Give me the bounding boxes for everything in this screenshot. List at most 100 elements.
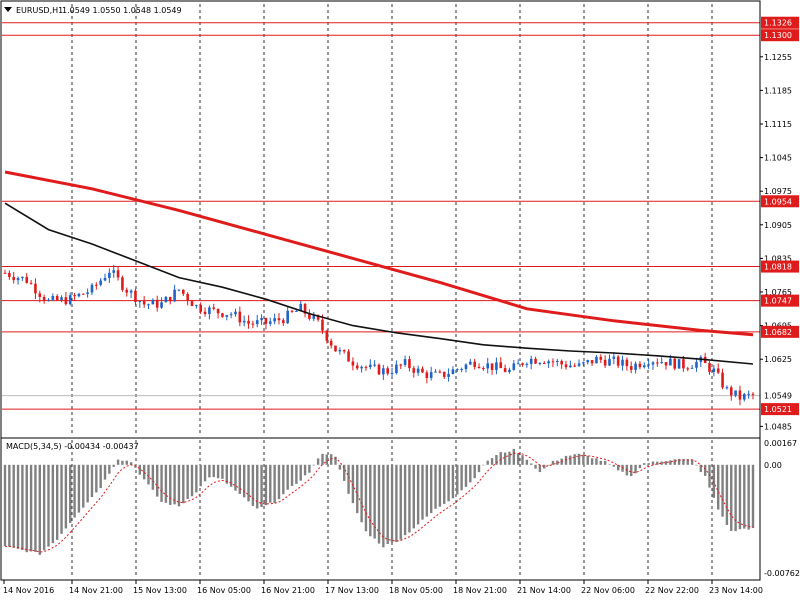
macd-bar — [656, 461, 659, 465]
macd-bar — [634, 464, 637, 474]
candle-body — [677, 359, 681, 369]
candle-body — [86, 292, 89, 294]
macd-bar — [251, 464, 255, 506]
candle-body — [734, 390, 737, 396]
macd-bar — [108, 464, 111, 474]
macd-bar — [329, 454, 333, 465]
macd-bar — [582, 454, 585, 465]
macd-bar — [238, 464, 242, 494]
price-tick-label: 1.0485 — [764, 422, 792, 431]
candle-body — [125, 289, 129, 293]
macd-bar — [490, 458, 494, 465]
candle-body — [460, 369, 463, 371]
candle-body — [495, 362, 498, 370]
macd-bar — [503, 452, 507, 465]
candle-body — [603, 359, 607, 366]
candle-body — [316, 315, 320, 320]
candle-body — [656, 362, 659, 364]
candle-body — [416, 368, 420, 373]
candle-body — [595, 356, 598, 364]
price-tick-label: 1.1255 — [764, 53, 792, 62]
candle-body — [225, 315, 229, 317]
macd-bar — [403, 464, 407, 536]
candle-body — [556, 360, 559, 363]
candle-body — [234, 311, 237, 315]
macd-tick-label: 0.00 — [764, 461, 782, 470]
candle-body — [216, 308, 220, 314]
macd-bar — [360, 464, 363, 523]
macd-bar — [477, 464, 481, 473]
candle-body — [573, 365, 576, 367]
candle-body — [360, 366, 363, 369]
candle-body — [695, 361, 698, 368]
candle-body — [325, 330, 329, 341]
macd-bar — [682, 459, 685, 465]
collapse-triangle-icon[interactable] — [4, 7, 12, 12]
level-label: 1.0954 — [764, 197, 792, 206]
candle-body — [190, 300, 194, 307]
macd-bar — [456, 464, 459, 495]
current-price-label: 1.0549 — [764, 392, 792, 401]
candle-body — [642, 365, 646, 368]
macd-bar — [621, 464, 624, 472]
candle-body — [621, 359, 624, 366]
candle-body — [629, 366, 633, 370]
macd-bar — [16, 464, 20, 549]
candle-body — [168, 296, 172, 302]
level-label: 1.1300 — [764, 31, 792, 40]
level-label: 1.0521 — [764, 405, 792, 414]
macd-bar — [747, 464, 750, 530]
macd-tick-label: -0.00762 — [764, 569, 800, 578]
macd-bar — [60, 464, 63, 534]
level-badge — [761, 195, 799, 208]
candle-body — [264, 318, 268, 324]
macd-bar — [677, 458, 681, 465]
candle-body — [612, 356, 616, 359]
macd-bar — [638, 464, 642, 469]
macd-bar — [69, 464, 72, 523]
candle-body — [238, 311, 242, 323]
macd-bar — [616, 464, 620, 471]
candle-body — [347, 351, 350, 362]
candle-body — [625, 359, 629, 367]
chart-header: EURUSD,H1 1.0549 1.0550 1.0548 1.0549 — [4, 6, 182, 15]
candle-body — [429, 372, 433, 378]
time-tick-label: 22 Nov 22:00 — [645, 586, 699, 595]
time-tick-label: 17 Nov 13:00 — [325, 586, 379, 595]
macd-bar — [516, 453, 520, 465]
macd-bar — [343, 464, 346, 481]
macd-bar — [590, 458, 594, 465]
macd-bar — [90, 464, 94, 498]
candle-body — [255, 320, 259, 325]
candle-body — [534, 358, 537, 364]
candle-body — [508, 369, 511, 373]
macd-bar — [77, 464, 81, 513]
macd-bar — [82, 464, 85, 508]
time-tick-label: 16 Nov 21:00 — [261, 586, 315, 595]
candle-body — [203, 311, 207, 314]
macd-bar — [712, 464, 716, 498]
candle-body — [277, 318, 281, 321]
macd-bar — [156, 464, 159, 497]
macd-bar — [486, 460, 489, 465]
macd-bar — [438, 464, 442, 507]
macd-bar — [399, 464, 402, 540]
candle-body — [299, 303, 303, 311]
macd-bar — [125, 460, 128, 465]
candle-body — [408, 359, 411, 369]
macd-bar — [3, 464, 7, 546]
macd-bar — [73, 464, 76, 518]
candle-body — [743, 394, 746, 400]
macd-bar — [95, 464, 98, 493]
macd-bar — [208, 464, 211, 478]
candle-body — [286, 310, 289, 324]
candle-body — [651, 362, 655, 365]
macd-bar — [103, 464, 107, 480]
moving-average-fast — [4, 202, 754, 365]
level-badge — [761, 29, 799, 42]
macd-bar — [29, 464, 33, 552]
candle-body — [473, 361, 476, 367]
candle-body — [438, 371, 442, 373]
macd-bar — [308, 464, 311, 473]
